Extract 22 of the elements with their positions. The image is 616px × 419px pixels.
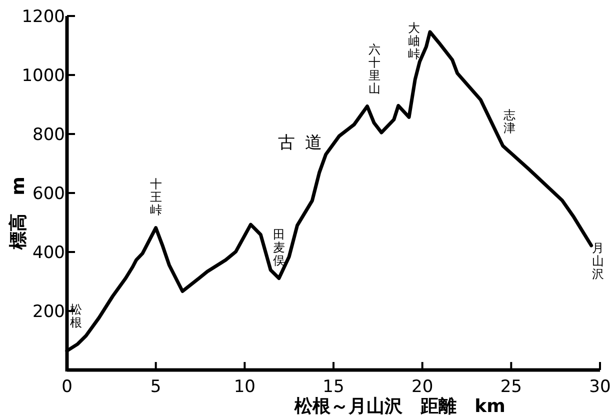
x-tick-label: 0 <box>62 377 72 397</box>
annotation: 月山沢 <box>592 241 604 281</box>
y-tick-label: 600 <box>32 184 65 204</box>
x-tick-label: 20 <box>412 377 434 397</box>
x-tick-label: 25 <box>500 377 522 397</box>
y-tick-label: 200 <box>32 302 65 322</box>
y-axis-title: 標高 m <box>8 176 29 250</box>
y-tick-label: 400 <box>32 243 65 263</box>
annotation: 古道 <box>278 133 332 153</box>
annotation: 六十里山 <box>368 42 380 96</box>
annotation: 大岫峠 <box>408 21 420 61</box>
annotation: 志津 <box>503 108 516 135</box>
annotation: 田麦俣 <box>272 227 285 268</box>
y-tick-label: 800 <box>32 125 65 145</box>
annotation: 十王峠 <box>150 176 162 217</box>
x-tick-label: 15 <box>322 377 344 397</box>
x-tick-label: 10 <box>234 377 256 397</box>
x-axis-title: 松根～月山沢 距離 km <box>294 396 506 417</box>
y-tick-label: 1200 <box>22 7 65 27</box>
x-tick-label: 30 <box>589 377 611 397</box>
y-tick-label: 1000 <box>22 66 65 86</box>
x-tick-label: 5 <box>150 377 162 397</box>
